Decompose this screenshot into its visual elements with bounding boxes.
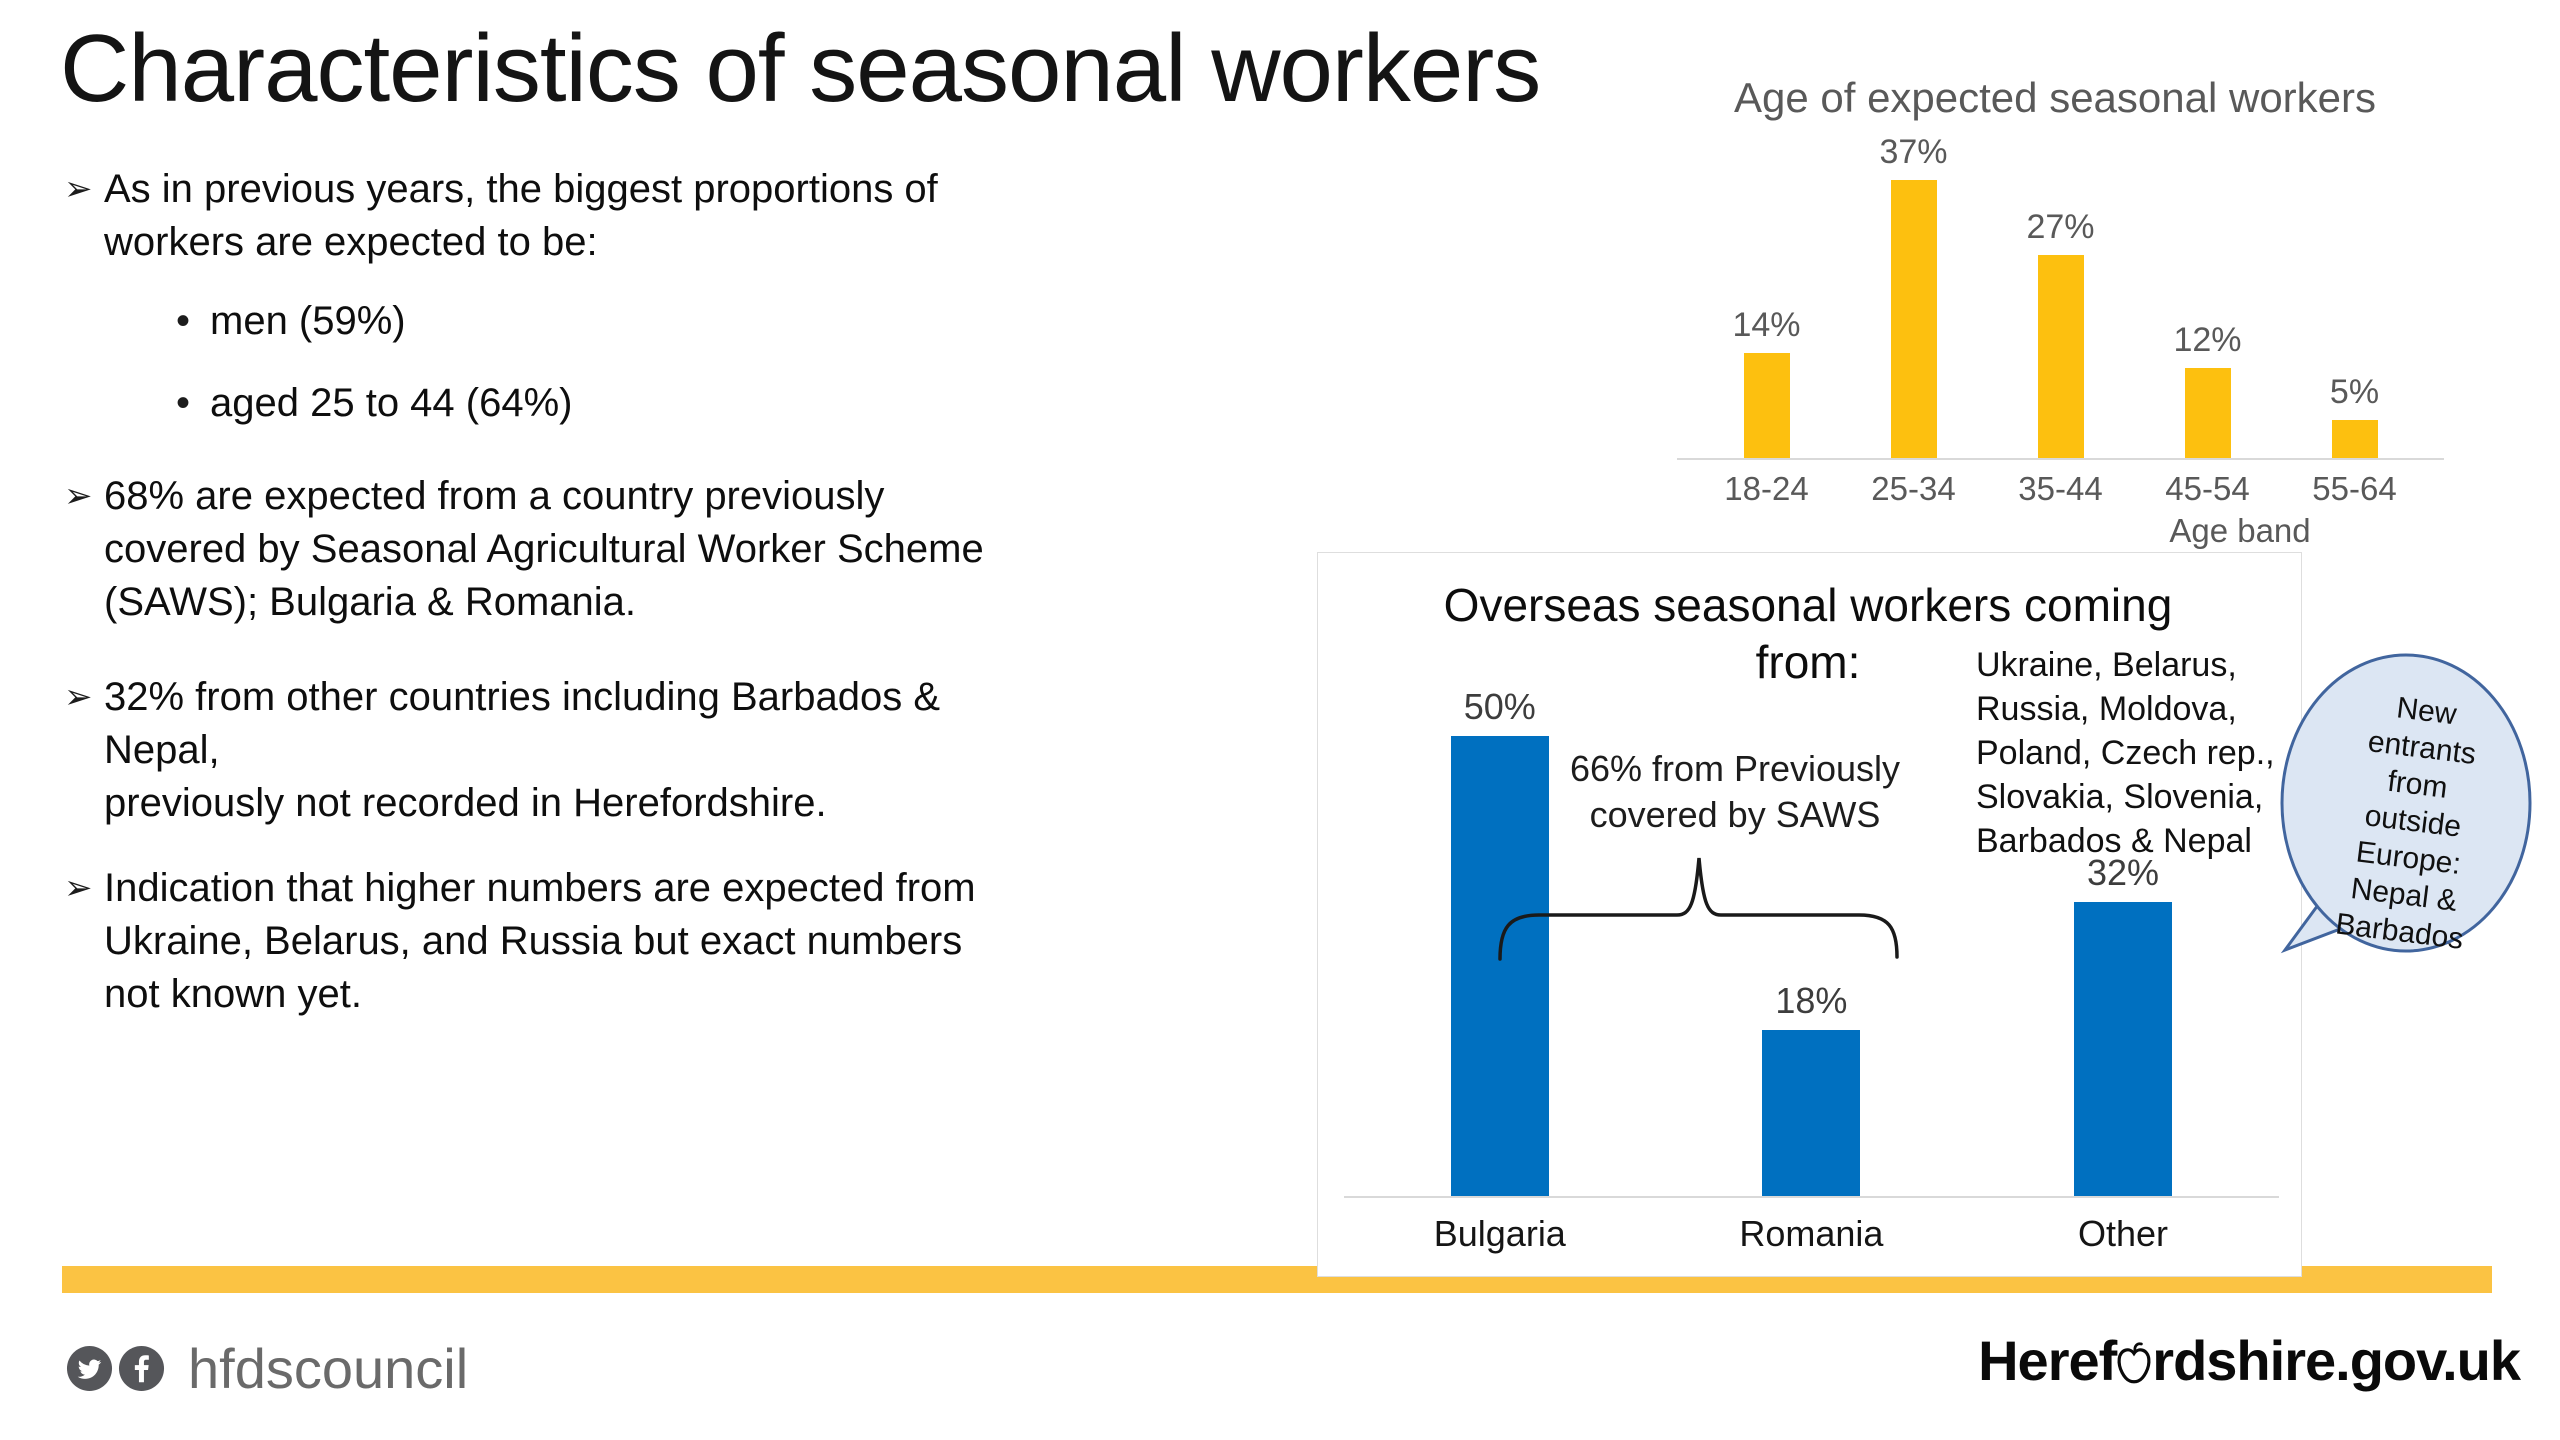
bullet-text-line: not known yet. [104, 972, 362, 1016]
dot-bullet-icon: • [176, 381, 191, 425]
bullet-text-line: aged 25 to 44 (64%) [210, 381, 573, 425]
bullet-text-line: covered by Seasonal Agricultural Worker … [104, 527, 984, 571]
origin-bar-Romania [1762, 1030, 1861, 1196]
bullet-text: men (59%) [210, 295, 406, 348]
origin-tick-Bulgaria: Bulgaria [1433, 1213, 1566, 1254]
age-tick-55-64: 55-64 [2312, 470, 2397, 507]
bullet-text-line: 68% are expected from a country previous… [104, 474, 885, 518]
brace-annotation [1498, 857, 1899, 961]
bullet-text: 32% from other countries including Barba… [104, 671, 940, 830]
age-chart-x-axis-label: Age band [2169, 512, 2311, 549]
origin-value-label: 18% [1775, 980, 1848, 1021]
age-bar-45-54 [2184, 368, 2231, 458]
age-bar-55-64 [2331, 420, 2378, 458]
bullet-text-line: previously not recorded in Herefordshire… [104, 781, 827, 825]
countries-note-line: Barbados & Nepal [1976, 822, 2252, 860]
origin-chart-title: Overseas seasonal workers coming from: [1443, 579, 2173, 688]
bullet-text-line: (SAWS); Bulgaria & Romania. [104, 580, 637, 624]
callout-text: New entrants from outside Europe: Nepal & Barb… [2303, 681, 2523, 961]
age-value-label: 14% [1732, 306, 1801, 344]
bullet-text-line: As in previous years, the biggest propor… [104, 167, 938, 211]
countries-note-line: Ukraine, Belarus, [1976, 646, 2237, 684]
age-column-55-64: 5% [2281, 373, 2428, 458]
age-tick-45-54: 45-54 [2165, 470, 2250, 507]
age-column-45-54: 12% [2134, 321, 2281, 458]
twitter-icon [66, 1345, 113, 1392]
saws-annotation: 66% from Previously covered by SAWS [1565, 746, 1905, 838]
social-handle: hfdscouncil [188, 1337, 469, 1400]
bullet-text: 68% are expected from a country previous… [104, 470, 984, 629]
age-chart: 14% 37% 27% 12% 5% [1677, 128, 2444, 460]
age-column-18-24: 14% [1693, 306, 1840, 458]
age-bar-35-44 [2037, 255, 2084, 458]
age-tick-35-44: 35-44 [2018, 470, 2103, 507]
countries-note-line: Poland, Czech rep., [1976, 734, 2275, 772]
age-tick-25-34: 25-34 [1871, 470, 1956, 507]
bullet-text: aged 25 to 44 (64%) [210, 377, 572, 430]
origin-bar-Bulgaria [1450, 736, 1549, 1196]
countries-note-line: Slovakia, Slovenia, [1976, 778, 2264, 816]
origin-tick-Other: Other [2077, 1213, 2168, 1254]
origin-column-Romania: 18% [1656, 980, 1968, 1196]
council-logo: Heref rdshire.gov.uk [1978, 1328, 2521, 1393]
bullet-text: Indication that higher numbers are expec… [104, 862, 976, 1021]
logo-text-pre: Heref [1978, 1329, 2117, 1392]
age-chart-title: Age of expected seasonal workers [1733, 74, 2377, 121]
saws-annotation-line: 66% from Previously [1569, 748, 1901, 789]
bullet-text-line: Ukraine, Belarus, and Russia but exact n… [104, 919, 963, 963]
bullet-text-line: workers are expected to be: [104, 220, 598, 264]
countries-note: Ukraine, Belarus, Russia, Moldova, Poland,… [1976, 643, 2306, 863]
dot-bullet-icon: • [176, 299, 191, 343]
bullet-list: ➢ As in previous years, the biggest propo… [64, 163, 1214, 1021]
origin-column-Bulgaria: 50% [1344, 686, 1656, 1196]
age-bar-18-24 [1743, 353, 1790, 458]
bullet-text: As in previous years, the biggest propor… [104, 163, 938, 269]
bullet-text-line: men (59%) [210, 299, 406, 343]
bullet-item: ➢ Indication that higher numbers are expe… [64, 862, 1214, 1021]
arrow-bullet-icon: ➢ [64, 869, 93, 907]
age-tick-18-24: 18-24 [1724, 470, 1809, 507]
age-value-label: 5% [2329, 373, 2380, 411]
age-value-label: 12% [2173, 321, 2242, 359]
age-bar-25-34 [1890, 180, 1937, 458]
bullet-item: • men (59%) [176, 295, 1214, 348]
age-column-35-44: 27% [1987, 208, 2134, 458]
age-column-25-34: 37% [1840, 133, 1987, 458]
countries-note-line: Russia, Moldova, [1976, 690, 2237, 728]
age-chart-x-ticks: 18-24 25-34 35-44 45-54 55-64 [1693, 470, 2428, 508]
origin-tick-Romania: Romania [1739, 1213, 1884, 1254]
bullet-item: ➢ 32% from other countries including Barb… [64, 671, 1214, 830]
footer-social: hfdscouncil [66, 1336, 468, 1401]
age-value-label: 27% [2026, 208, 2095, 246]
logo-text-post: rdshire.gov.uk [2152, 1329, 2521, 1392]
bullet-text-line: Nepal, [104, 728, 220, 772]
origin-value-label: 50% [1463, 686, 1536, 727]
bullet-text-line: 32% from other countries including Barba… [104, 675, 941, 719]
arrow-bullet-icon: ➢ [64, 170, 93, 208]
bullet-item: ➢ As in previous years, the biggest propo… [64, 163, 1214, 269]
arrow-bullet-icon: ➢ [64, 477, 93, 515]
arrow-bullet-icon: ➢ [64, 678, 93, 716]
origin-chart-panel: Overseas seasonal workers coming from: 5… [1317, 552, 2302, 1277]
bullet-item: ➢ 68% are expected from a country previou… [64, 470, 1214, 629]
facebook-icon [118, 1345, 165, 1392]
bullet-item: • aged 25 to 44 (64%) [176, 377, 1214, 430]
origin-column-Other: 32% [1967, 852, 2279, 1196]
origin-value-label: 32% [2086, 852, 2160, 893]
bullet-text-line: Indication that higher numbers are expec… [104, 866, 976, 910]
page-title: Characteristics of seasonal workers [60, 15, 1541, 122]
saws-annotation-line: covered by SAWS [1589, 794, 1881, 835]
age-value-label: 37% [1879, 133, 1948, 171]
origin-bar-Other [2073, 902, 2172, 1196]
origin-chart: 50% 18% 32% [1344, 686, 2279, 1198]
apple-icon [2117, 1341, 2151, 1383]
origin-chart-x-ticks: Bulgaria Romania Other [1344, 1213, 2279, 1255]
callout-bubble [2280, 653, 2532, 954]
